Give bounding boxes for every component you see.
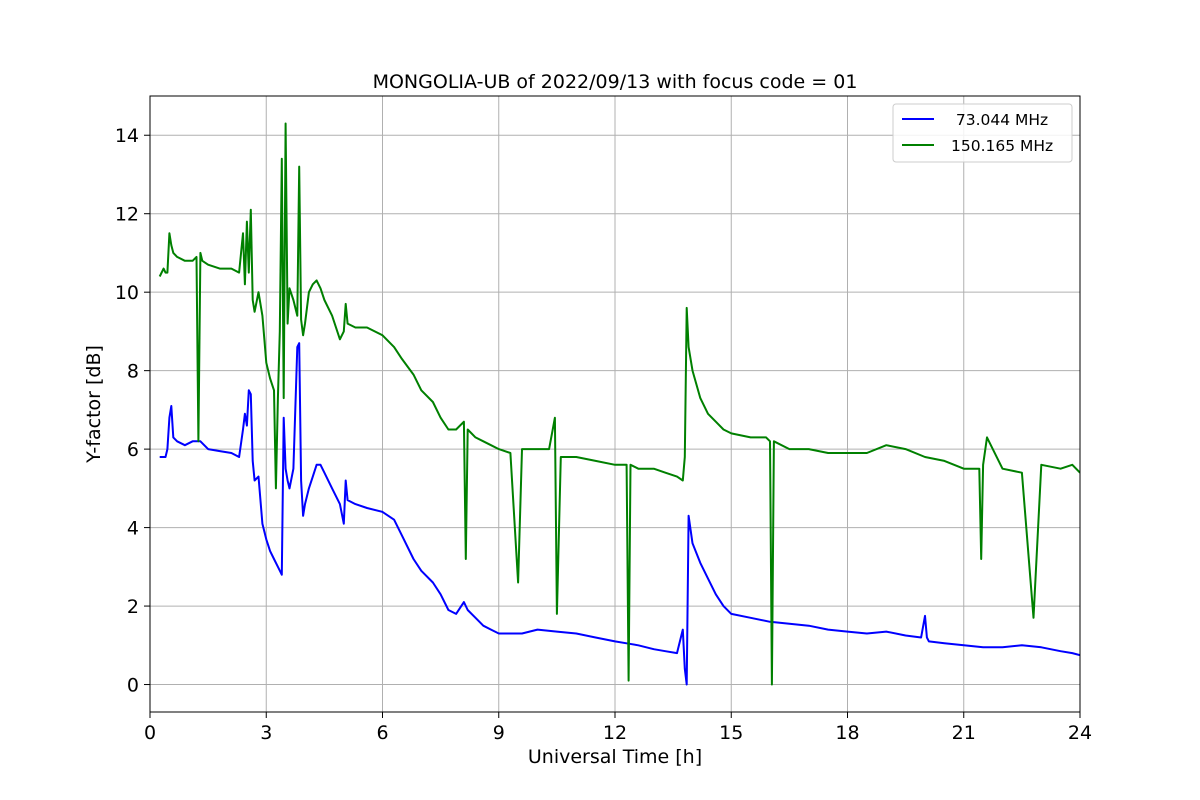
legend-box — [892, 103, 1073, 163]
x-tick-label: 3 — [260, 722, 272, 744]
x-tick-label: 24 — [1068, 722, 1092, 744]
x-tick-label: 9 — [493, 722, 505, 744]
legend-entry-150mhz: 150.165 MHz — [951, 137, 1053, 155]
y-tick-label: 12 — [115, 204, 139, 226]
series-layer — [158, 122, 1080, 686]
x-axis-label: Universal Time [h] — [528, 746, 702, 768]
x-tick-label: 18 — [835, 722, 859, 744]
chart-title: MONGOLIA-UB of 2022/09/13 with focus cod… — [373, 71, 858, 93]
x-tick-label: 6 — [376, 722, 388, 744]
y-tick-label: 8 — [127, 361, 139, 383]
y-axis-label: Y-factor [dB] — [83, 345, 105, 464]
y-tick-label: 2 — [127, 596, 139, 618]
y-tick-label: 0 — [127, 675, 139, 697]
y-tick-label: 14 — [115, 125, 139, 147]
x-tick-label: 21 — [952, 722, 976, 744]
x-tick-label: 12 — [603, 722, 627, 744]
x-tick-label: 0 — [144, 722, 156, 744]
y-tick-label: 6 — [127, 439, 139, 461]
y-tick-label: 4 — [127, 518, 139, 540]
series-line-73mhz — [159, 342, 1080, 686]
legend: 73.044 MHz 150.165 MHz — [892, 103, 1073, 163]
legend-entry-73mhz: 73.044 MHz — [946, 111, 1048, 129]
x-tick-label: 15 — [719, 722, 743, 744]
series-line-150mhz — [158, 122, 1080, 686]
grid — [149, 96, 1081, 712]
y-tick-label: 10 — [115, 282, 139, 304]
